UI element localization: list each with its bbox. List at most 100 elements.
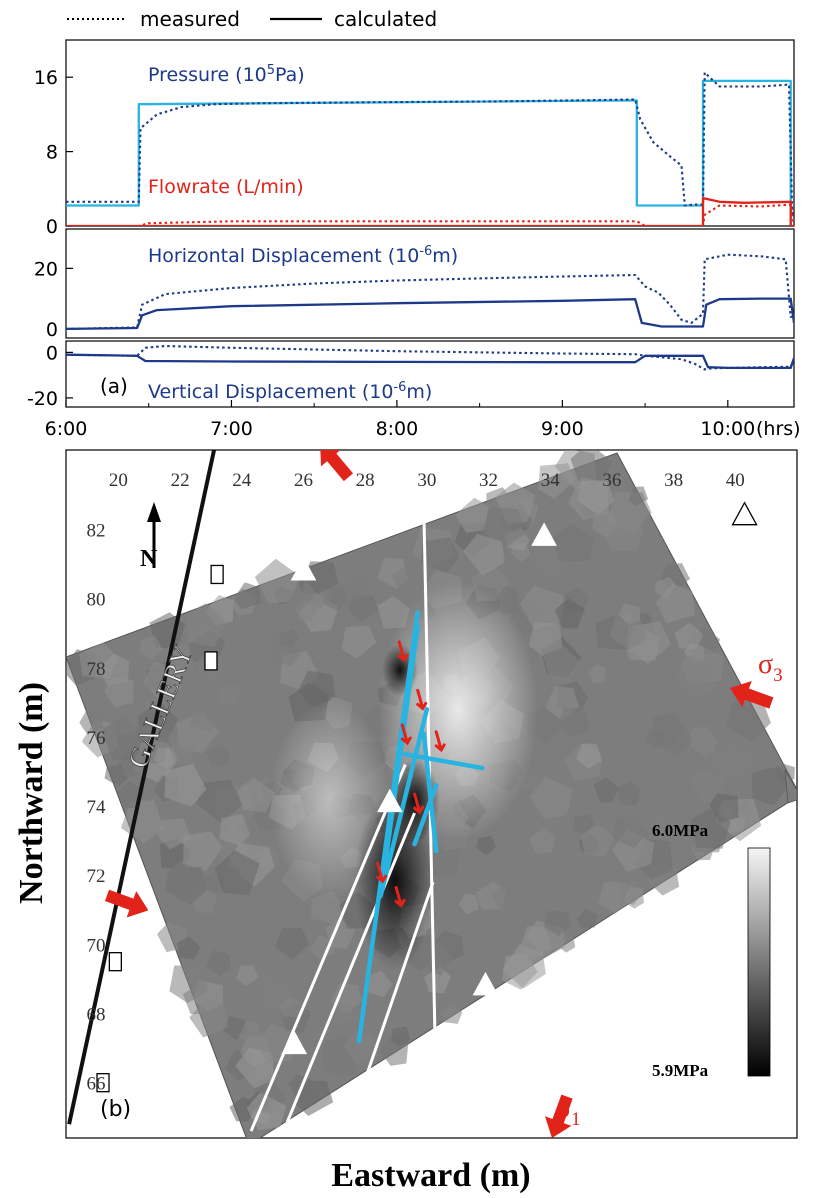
stress-cell (79, 711, 103, 734)
station-marker (731, 501, 758, 526)
stress-cell (268, 628, 305, 666)
station-marker (531, 522, 557, 546)
stress-cell (104, 763, 128, 787)
y-axis-title: Northward (m) (13, 682, 50, 904)
stress-cell (254, 558, 301, 604)
gallery-marker (210, 564, 224, 585)
north-arrow-icon: N (140, 502, 161, 572)
stress-cell (441, 1004, 463, 1024)
horizontal-series-1-measured (66, 253, 794, 330)
horizontal-panel-frame (65, 228, 795, 339)
stress-arrow (730, 680, 774, 709)
vertical-ytick-label: 0 (46, 342, 58, 364)
stress-cell (423, 967, 451, 994)
gallery-marker (108, 952, 123, 972)
stress-cell (341, 625, 377, 659)
vertical-panel-frame (65, 340, 795, 408)
time-tick-label: 9:00 (541, 418, 584, 440)
map-xtick-label: 34 (541, 470, 561, 491)
time-tick-label: 6:00 (45, 418, 88, 440)
stress-cell (543, 645, 582, 684)
stress-cell (455, 497, 489, 533)
slip-arrow (397, 640, 409, 663)
map-x-ticks: 20 22 24 26 28 30 32 34 36 38 40 (109, 470, 745, 491)
stress-cell (169, 738, 196, 764)
station-marker (472, 971, 499, 996)
stress-cell (674, 622, 704, 650)
stress-cell (582, 880, 603, 901)
slip-arrow (416, 688, 428, 711)
pressure-series-2-calculated (66, 196, 794, 226)
map-ytick-label: 66 (87, 1074, 106, 1095)
map-xtick-label: 20 (109, 470, 128, 491)
gallery-marker (204, 651, 218, 671)
stress-arrow-shape (544, 1094, 573, 1138)
stress-cell (165, 866, 208, 906)
station-marker (716, 909, 742, 934)
map-ytick-label: 74 (87, 797, 107, 818)
stress-cell (614, 812, 649, 848)
horizontal-ytick-label: 0 (46, 319, 58, 341)
stress-cell (726, 700, 771, 742)
stress-cell (98, 653, 130, 687)
map-xtick-label: 30 (417, 470, 436, 491)
map-ytick-label: 72 (87, 866, 106, 887)
time-tick-label: 7:00 (210, 418, 253, 440)
stress-cell (623, 886, 644, 909)
colorbar-min-label: 5.9MPa (652, 1061, 709, 1080)
x-axis-title: Eastward (m) (331, 1157, 530, 1194)
stress-arrow (320, 450, 354, 482)
stress-cell (169, 965, 208, 1004)
legend-calculated-label: calculated (334, 7, 437, 31)
calculated-fracture (381, 624, 420, 878)
stress-cell (205, 949, 231, 977)
pressure-ytick-label: 8 (46, 142, 58, 164)
slip-arrow (376, 861, 388, 884)
stress-cell (696, 738, 716, 758)
time-tick-label: 8:00 (376, 418, 419, 440)
stress-cell (104, 677, 134, 707)
stress-cell (343, 1031, 378, 1065)
stress-arrows (104, 450, 774, 1138)
map-xtick-label: 22 (171, 470, 190, 491)
svg-text:N: N (140, 546, 158, 572)
vertical-series (66, 344, 794, 371)
stress-cell (157, 818, 191, 850)
pressure-label: Pressure (105Pa) (148, 63, 305, 86)
stress-cell (183, 831, 222, 871)
stress-cell (691, 808, 731, 849)
stress-cell (651, 712, 685, 747)
map-ytick-label: 78 (87, 659, 106, 680)
map-ytick-label: 76 (87, 728, 106, 749)
gallery-line (67, 450, 217, 1125)
stress-cell (112, 707, 140, 735)
time-unit-label: (hrs) (756, 418, 801, 440)
stress-cell (310, 935, 335, 960)
stress-cell (177, 936, 201, 960)
stress-cell (711, 740, 755, 781)
stress-arrow (104, 889, 149, 918)
map-xtick-label: 40 (726, 470, 745, 491)
stress-cell (420, 941, 454, 976)
stress-cell (675, 656, 716, 698)
stress-domain-edge (784, 769, 797, 804)
stress-cell (219, 683, 242, 706)
fracture-line (348, 881, 435, 1125)
map-xtick-label: 38 (664, 470, 683, 491)
legend: measured calculated (67, 7, 437, 31)
fracture-line (283, 812, 416, 1129)
stress-cell (608, 613, 647, 651)
stress-cell (476, 835, 497, 856)
pressure-series-1-measured (66, 71, 794, 218)
map-xtick-label: 36 (602, 470, 621, 491)
colorbar-max-label: 6.0MPa (652, 821, 709, 840)
calculated-fracture (403, 751, 485, 771)
stress-cell (139, 635, 163, 660)
stress-cell (538, 463, 576, 499)
stress-cell (463, 533, 505, 576)
stress-arrow-shape (320, 450, 354, 482)
stress-cell (576, 908, 598, 929)
stress-cell (690, 770, 724, 805)
stress-cell (552, 523, 594, 563)
